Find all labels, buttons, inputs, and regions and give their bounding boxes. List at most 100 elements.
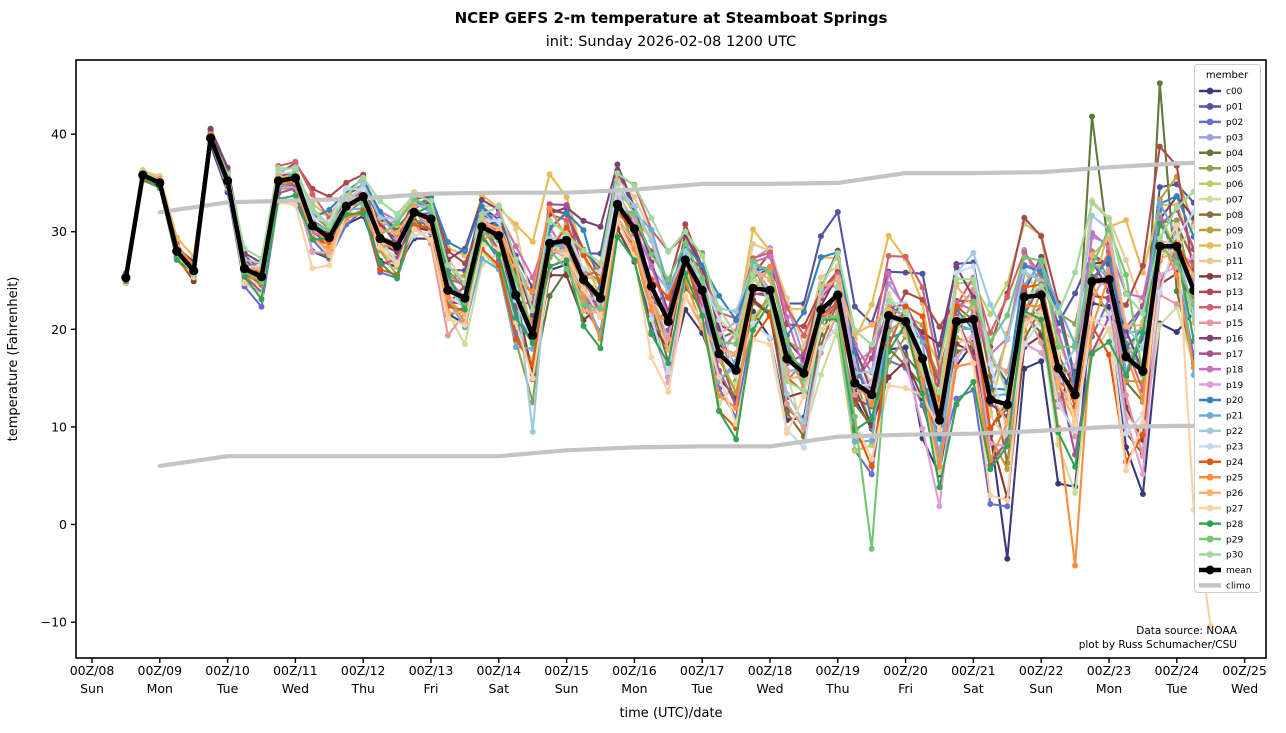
legend-entry-p24: p24 [1199, 458, 1243, 468]
credit-data-source: Data source: NOAA [1136, 625, 1238, 637]
x-tick-label-utc: 00Z/16 [612, 663, 657, 678]
y-tick-label: 0 [59, 517, 67, 532]
legend-entry-p27: p27 [1199, 504, 1243, 514]
x-tick-label-dow: Thu [825, 681, 849, 696]
legend-entry-label: p20 [1226, 396, 1243, 406]
legend-swatch-dot [1206, 412, 1214, 419]
plot-frame [75, 59, 1267, 659]
x-tick-label-utc: 00Z/17 [680, 663, 725, 678]
x-tick-label-utc: 00Z/21 [951, 663, 996, 678]
legend-entry-p10: p10 [1199, 242, 1243, 252]
legend-entry-p26: p26 [1199, 489, 1243, 499]
x-tick-label-dow: Thu [350, 681, 374, 696]
x-tick-label-utc: 00Z/11 [273, 663, 318, 678]
legend-entry-label: p22 [1226, 427, 1243, 437]
legend-swatch-dot [1206, 381, 1214, 388]
x-tick-label-utc: 00Z/09 [138, 663, 183, 678]
legend-entry-p17: p17 [1199, 350, 1243, 360]
legend-swatch-dot [1206, 226, 1214, 234]
legend-entry-climo: climo [1199, 582, 1251, 592]
legend-swatch-dot [1206, 427, 1214, 435]
legend-entry-p06: p06 [1199, 180, 1243, 190]
legend-entry-p19: p19 [1199, 381, 1243, 391]
legend-entry-p23: p23 [1199, 443, 1243, 453]
legend-entry-label: p25 [1226, 473, 1243, 483]
legend-entry-label: p27 [1226, 504, 1243, 514]
x-axis-label: time (UTC)/date [619, 706, 722, 721]
legend-entry-label: p12 [1226, 273, 1243, 283]
legend-swatch-dot [1206, 319, 1214, 327]
legend-swatch-dot [1206, 365, 1214, 373]
legend-swatch-dot [1206, 195, 1214, 203]
x-tick-label-utc: 00Z/22 [1019, 663, 1064, 678]
x-tick-label-utc: 00Z/14 [477, 663, 522, 678]
legend-entry-p11: p11 [1199, 257, 1243, 267]
legend-entry-p04: p04 [1199, 149, 1243, 159]
x-tick-label-utc: 00Z/08 [70, 663, 115, 678]
legend-entry-p28: p28 [1199, 520, 1243, 530]
legend-swatch-dot [1206, 504, 1214, 512]
legend-entry-label: p28 [1226, 520, 1243, 530]
legend-entry-p29: p29 [1199, 535, 1243, 545]
axes: −10 0 10 20 30 40 00Z/08 Sun 00Z/09 Mon 00Z/10 Tue 0… [41, 59, 1267, 696]
legend-entry-p09: p09 [1199, 226, 1243, 236]
legend-entry-p02: p02 [1199, 118, 1243, 128]
legend-entry-p16: p16 [1199, 334, 1243, 344]
y-tick-label: 40 [51, 127, 67, 142]
legend-entry-label: p23 [1226, 443, 1243, 453]
x-tick-label-dow: Mon [621, 681, 647, 696]
credit-plot-by: plot by Russ Schumacher/CSU [1079, 639, 1237, 651]
legend-entry-p20: p20 [1199, 396, 1243, 406]
plot-area [121, 80, 1247, 629]
legend-entry-label: p06 [1226, 180, 1243, 190]
climo-lower-line [157, 423, 1247, 468]
legend-entry-c00: c00 [1199, 87, 1243, 97]
legend-swatch-dot [1206, 242, 1214, 249]
legend-entry-label: p11 [1226, 257, 1243, 267]
legend-entry-label: p21 [1226, 412, 1243, 422]
y-tick-label: 20 [51, 322, 67, 337]
legend-swatch-dot [1206, 350, 1214, 358]
legend-swatch-dot [1206, 273, 1214, 280]
y-tick-label: 10 [51, 419, 67, 434]
x-tick-label-dow: Sun [80, 681, 104, 696]
legend-swatch-dot [1206, 87, 1214, 95]
legend-swatch-dot [1206, 288, 1214, 296]
legend-entry-label: p30 [1226, 551, 1243, 561]
legend-entry-p12: p12 [1199, 273, 1243, 283]
climo-upper-line [157, 159, 1247, 215]
legend-swatch-dot [1206, 489, 1214, 497]
x-tick-label-utc: 00Z/13 [409, 663, 454, 678]
legend-entry-label: p10 [1226, 242, 1243, 252]
x-tick-label-utc: 00Z/25 [1222, 663, 1267, 678]
legend-entry-label: c00 [1226, 87, 1243, 97]
legend-entry-label: p05 [1226, 164, 1243, 174]
legend-swatch-dot [1206, 396, 1214, 404]
x-tick-label-dow: Sat [963, 681, 984, 696]
x-tick-label-dow: Fri [898, 681, 913, 696]
y-axis-label: temperature (Fahrenheit) [6, 277, 21, 442]
chart-title: NCEP GEFS 2-m temperature at Steamboat S… [455, 9, 888, 27]
x-tick-label-dow: Sat [489, 681, 510, 696]
legend-swatch-dot [1206, 149, 1214, 157]
legend-entry-p15: p15 [1199, 319, 1243, 329]
x-tick-label-dow: Mon [147, 681, 173, 696]
x-tick-label-utc: 00Z/10 [205, 663, 250, 678]
legend-swatch-dot [1206, 442, 1214, 450]
legend-entry-label: p19 [1226, 381, 1243, 391]
legend-entry-p08: p08 [1199, 211, 1243, 221]
legend-entry-p22: p22 [1199, 427, 1243, 437]
y-tick-label: −10 [41, 615, 67, 630]
x-tick-label-utc: 00Z/18 [748, 663, 793, 678]
legend-entry-label: p07 [1226, 195, 1243, 205]
legend-swatch-dot [1206, 303, 1214, 311]
legend-title: member [1206, 70, 1249, 81]
legend-entry-label: p03 [1226, 134, 1243, 144]
legend-entry-label: p18 [1226, 365, 1243, 375]
legend-swatch-dot [1206, 473, 1214, 481]
legend-entry-p30: p30 [1199, 551, 1243, 561]
x-tick-label-utc: 00Z/15 [544, 663, 589, 678]
legend-entry-mean: mean [1199, 565, 1252, 576]
x-tick-label-utc: 00Z/12 [341, 663, 386, 678]
